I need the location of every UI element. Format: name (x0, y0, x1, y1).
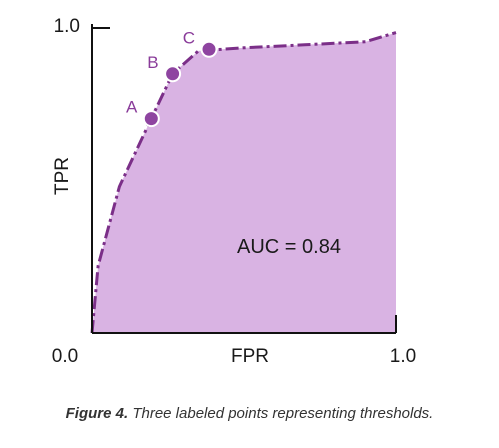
caption-lead: Figure 4. (65, 405, 129, 422)
x-tick-label-right: 1.0 (390, 346, 416, 367)
threshold-point-label-a: A (126, 98, 138, 117)
y-axis-label: TPR (52, 157, 73, 195)
threshold-point-c (200, 40, 218, 58)
threshold-point-b (164, 65, 182, 83)
auc-annotation: AUC = 0.84 (237, 236, 341, 258)
roc-curve-line (90, 31, 397, 334)
y-tick-label-top: 1.0 (54, 16, 80, 37)
threshold-point-label-c: C (183, 28, 195, 47)
x-axis-label: FPR (231, 346, 269, 367)
caption-text: Three labeled points representing thresh… (128, 405, 434, 422)
threshold-point-label-b: B (147, 53, 158, 72)
x-tick-label-left: 0.0 (52, 346, 78, 367)
threshold-point-a (142, 110, 160, 128)
figure-caption: Figure 4. Three labeled points represent… (0, 405, 499, 422)
roc-chart: 1.0 0.0 1.0 FPR TPR AUC = 0.84 A B C (52, 16, 416, 367)
threshold-points: A B C (126, 28, 218, 128)
auc-area (92, 32, 396, 333)
chart-axes (91, 24, 397, 334)
